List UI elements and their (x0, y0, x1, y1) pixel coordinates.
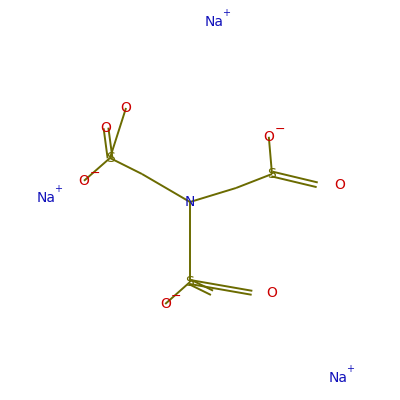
Text: S: S (268, 167, 276, 181)
Text: N: N (185, 195, 195, 209)
Text: Na: Na (36, 191, 56, 205)
Text: O: O (263, 130, 274, 144)
Text: −: − (90, 167, 100, 180)
Text: Na: Na (328, 371, 348, 385)
Text: O: O (78, 174, 90, 188)
Text: S: S (186, 275, 194, 289)
Text: O: O (266, 286, 278, 300)
Text: O: O (160, 297, 171, 311)
Text: O: O (100, 121, 112, 135)
Text: +: + (346, 364, 354, 374)
Text: S: S (106, 151, 114, 165)
Text: O: O (120, 101, 132, 115)
Text: +: + (54, 184, 62, 194)
Text: Na: Na (204, 15, 224, 29)
Text: +: + (222, 8, 230, 18)
Text: −: − (171, 290, 182, 303)
Text: −: − (275, 123, 285, 136)
Text: O: O (334, 178, 345, 192)
